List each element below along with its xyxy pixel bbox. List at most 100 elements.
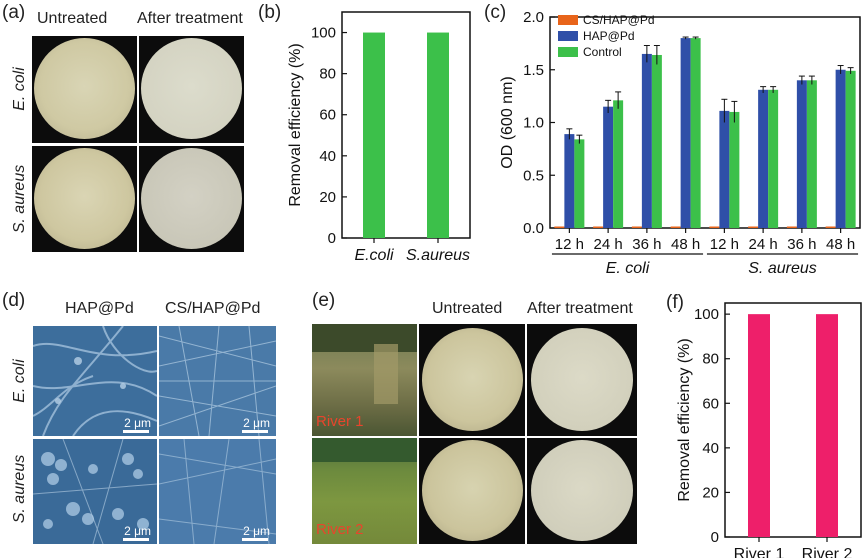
sem-hap-ecoli: 2 μm: [33, 326, 157, 436]
bar-cs-hap-pd: [554, 226, 565, 228]
river-1-photo: River 1: [312, 324, 417, 436]
sem-fiber-texture: [159, 326, 276, 436]
plate-treated-saureus: [139, 146, 244, 252]
plot-frame: [724, 302, 862, 538]
bar-hap-pd: [564, 134, 575, 228]
y-tick-label: 1.0: [523, 115, 544, 132]
x-tick-label: 48 h: [671, 236, 700, 253]
river-2-photo: River 2: [312, 438, 417, 544]
y-tick-label: 20: [319, 189, 336, 206]
sem-cocci-texture: [33, 439, 157, 544]
bar-river-1: [748, 314, 770, 537]
y-axis-label: Removal efficiency (%): [287, 43, 304, 206]
scale-bar-label: 2 μm: [243, 416, 270, 430]
sem-cshap-saureus: 2 μm: [159, 439, 276, 544]
scale-bar: [242, 430, 268, 433]
bar-control: [651, 54, 662, 229]
x-tick-label: 48 h: [826, 236, 855, 253]
scale-bar-label: 2 μm: [124, 416, 151, 430]
panel-e-header-treated: After treatment: [527, 300, 633, 317]
panel-b-chart: 0 20 40 60 80 100 E.coli S.aureus Removal effici…: [287, 11, 471, 264]
y-tick-label: 1.5: [523, 62, 544, 79]
legend-swatch: [558, 47, 578, 57]
bar-cs-hap-pd: [825, 226, 836, 228]
panel-d-label: (d): [2, 290, 26, 311]
bar-cs-hap-pd: [631, 226, 642, 228]
bar-cs-hap-pd: [670, 226, 681, 228]
panel-e-label: (e): [312, 290, 336, 311]
x-tick-label: River 2: [802, 546, 853, 558]
y-tick-label: 60: [702, 395, 719, 412]
bar-control: [845, 70, 856, 229]
x-tick-label: 12 h: [710, 236, 739, 253]
sem-fiber-texture: [159, 439, 276, 544]
tree-reflection: [374, 344, 398, 404]
x-tick-label: River 1: [734, 546, 785, 558]
legend-label: HAP@Pd: [583, 29, 635, 43]
group-label: E. coli: [606, 260, 650, 277]
x-tick-label: 24 h: [594, 236, 623, 253]
bar-river-2: [816, 314, 838, 537]
y-tick-label: 20: [702, 484, 719, 501]
bar-control: [768, 89, 779, 228]
sem-cshap-ecoli: 2 μm: [159, 326, 276, 436]
bar-cs-hap-pd: [593, 226, 604, 228]
legend-swatch: [558, 31, 578, 41]
bar-hap-pd: [719, 110, 730, 228]
x-tick-label: E.coli: [354, 247, 394, 264]
bar-hap-pd: [835, 69, 846, 228]
y-tick-label: 0.0: [523, 220, 544, 237]
y-tick-label: 80: [702, 351, 719, 368]
bar-control: [574, 139, 585, 228]
panel-d-row-saureus: S. aureus: [11, 454, 28, 524]
y-tick-label: 2.0: [523, 9, 544, 26]
panel-c-label: (c): [484, 2, 507, 23]
x-tick-label: 24 h: [749, 236, 778, 253]
scale-bar: [123, 430, 149, 433]
bar-control: [729, 111, 740, 228]
y-tick-label: 40: [702, 440, 719, 457]
bar-cs-hap-pd: [786, 226, 797, 228]
panel-a-row-saureus: S. aureus: [11, 164, 28, 234]
scale-bar-label: 2 μm: [243, 524, 270, 538]
sem-hap-saureus: 2 μm: [33, 439, 157, 544]
panel-f-chart: 0 20 40 60 80 100 River 1 River 2 Removal effici…: [676, 302, 862, 558]
bar-hap-pd: [758, 89, 769, 228]
sem-fiber-texture: [33, 326, 157, 436]
y-tick-label: 40: [319, 148, 336, 165]
panel-d-header-cshap: CS/HAP@Pd: [165, 300, 261, 317]
scale-bar: [242, 538, 268, 541]
plate-treated-river-2: [527, 438, 637, 544]
x-tick-label: 12 h: [555, 236, 584, 253]
bar-hap-pd: [603, 106, 614, 228]
bar-hap-pd: [680, 38, 691, 228]
y-tick-label: 0.5: [523, 167, 544, 184]
panel-d-row-ecoli: E. coli: [11, 359, 28, 403]
panel-a-header-treated: After treatment: [137, 10, 243, 27]
panel-b-label: (b): [258, 2, 282, 23]
x-tick-label: S.aureus: [406, 247, 470, 264]
bar-hap-pd: [641, 53, 652, 228]
group-label: S. aureus: [748, 260, 816, 277]
river-1-label: River 1: [316, 413, 364, 430]
y-axis-label: OD (600 nm): [499, 76, 516, 168]
y-tick-label: 100: [311, 25, 336, 42]
bar-s-aureus: [427, 32, 449, 238]
panel-a-label: (a): [2, 2, 26, 23]
scale-bar: [123, 538, 149, 541]
river-bank: [312, 438, 417, 462]
y-axis-label: Removal efficiency (%): [676, 338, 693, 501]
legend-label: CS/HAP@Pd: [583, 13, 655, 27]
scale-bar-label: 2 μm: [124, 524, 151, 538]
plate-untreated-ecoli: [32, 36, 137, 143]
plate-treated-ecoli: [139, 36, 244, 143]
bar-hap-pd: [796, 80, 807, 228]
y-tick-label: 0: [328, 230, 336, 247]
panel-f-label: (f): [666, 292, 684, 313]
y-tick-label: 0: [711, 529, 719, 546]
plate-treated-river-1: [527, 324, 637, 436]
bar-control: [613, 100, 624, 228]
y-tick-label: 100: [694, 306, 719, 323]
bar-cs-hap-pd: [748, 226, 759, 228]
legend-swatch: [558, 15, 578, 25]
